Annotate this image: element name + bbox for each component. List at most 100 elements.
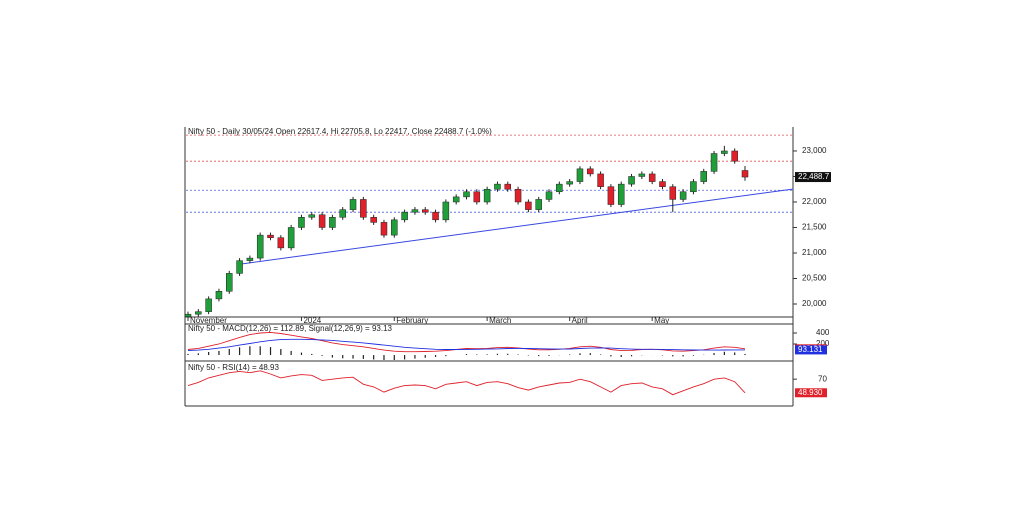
histogram-bar (342, 355, 344, 359)
y-tick-label: 70 (818, 374, 827, 383)
candle-body (277, 237, 285, 249)
macd-label: Nifty 50 - MACD(12,26) = 112.89, Signal(… (188, 324, 393, 333)
x-tick-label: 2024 (303, 316, 321, 325)
histogram-bar (507, 353, 509, 356)
histogram-bar (723, 351, 725, 356)
candle-body (679, 191, 687, 200)
candle-body (669, 186, 677, 200)
candle-body (205, 298, 212, 312)
histogram-bar (486, 354, 488, 356)
candle-body (195, 311, 202, 315)
candle-body (556, 183, 563, 193)
histogram-bar (238, 347, 241, 356)
y-tick-label: 21,000 (802, 248, 827, 257)
histogram-bar (218, 350, 220, 356)
histogram-bar (228, 348, 230, 356)
histogram-bar (599, 354, 602, 356)
histogram-bar (548, 355, 550, 356)
candle-body (349, 199, 357, 210)
candle-body (226, 273, 233, 292)
histogram-bar (280, 348, 282, 356)
y-tick-label: 400 (816, 328, 830, 337)
candle-body (360, 199, 367, 218)
candle-body (731, 150, 738, 162)
x-tick-label: April (572, 316, 588, 325)
candle-body (421, 209, 429, 213)
candle-body (215, 290, 223, 300)
candle-body (380, 222, 388, 236)
candle-body (607, 186, 615, 205)
macd-value-label: 93.131 (798, 345, 823, 354)
histogram-bar (672, 355, 674, 357)
candle-body (525, 201, 532, 210)
candle-body (442, 201, 450, 221)
candle-body (246, 257, 254, 261)
candle-body (535, 199, 542, 210)
candle-body (401, 211, 408, 221)
candle-body (659, 181, 666, 187)
last-value-label: 22,488.7 (798, 172, 830, 181)
histogram-bar (393, 355, 395, 360)
histogram-bar (538, 355, 540, 357)
histogram-bar (589, 353, 591, 356)
y-tick-label: 20,500 (802, 274, 827, 283)
histogram-bar (352, 355, 354, 359)
histogram-bar (424, 355, 426, 358)
candle-body (545, 191, 553, 200)
histogram-bar (383, 355, 385, 360)
candle-body (329, 217, 336, 228)
histogram-bar (579, 353, 581, 356)
histogram-bar (692, 355, 695, 356)
candle-body (587, 168, 594, 175)
candle-body (452, 196, 460, 203)
candle-body (494, 183, 501, 190)
histogram-bar (208, 352, 210, 356)
histogram-bar (311, 353, 313, 356)
histogram-bar (300, 352, 303, 356)
histogram-bar (434, 355, 437, 357)
histogram-bar (187, 353, 189, 356)
histogram-bar (445, 355, 447, 357)
y-tick-label: 200 (816, 339, 830, 348)
candle-body (483, 188, 491, 203)
histogram-bar (682, 355, 684, 357)
histogram-bar (496, 353, 499, 356)
candle-body (597, 173, 604, 187)
candle-body (473, 191, 481, 203)
histogram-bar (620, 355, 622, 357)
candle-body (700, 171, 707, 182)
x-tick-label: February (396, 316, 428, 325)
histogram-bar (259, 346, 261, 356)
candle-body (514, 188, 522, 203)
candle-body (710, 153, 718, 172)
histogram-bar (465, 354, 468, 356)
candle-body (184, 313, 192, 317)
histogram-bar (404, 355, 406, 360)
candle-body (721, 150, 728, 154)
candle-body (638, 173, 646, 177)
x-tick-label: March (489, 316, 511, 325)
histogram-bar (331, 355, 334, 358)
candle-body (690, 181, 697, 193)
histogram-bar (517, 354, 519, 356)
y-tick-label: 21,500 (802, 223, 827, 232)
candle-body (741, 170, 749, 178)
rsi-value-label: 48.930 (798, 388, 823, 397)
rsi-label: Nifty 50 - RSI(14) = 48.93 (188, 363, 279, 372)
y-tick-label: 23,000 (802, 146, 827, 155)
histogram-bar (373, 355, 375, 360)
candle-body (576, 168, 584, 182)
candle-body (432, 211, 439, 221)
histogram-bar (197, 353, 199, 356)
candle-body (287, 227, 295, 249)
histogram-bar (734, 352, 736, 356)
x-tick-label: November (190, 316, 227, 325)
candle-body (339, 209, 346, 218)
candle-body (648, 173, 656, 182)
candle-body (236, 260, 243, 274)
candle-body (617, 183, 625, 205)
candle-body (318, 214, 326, 228)
histogram-bar (249, 346, 251, 356)
histogram-bar (321, 355, 323, 356)
